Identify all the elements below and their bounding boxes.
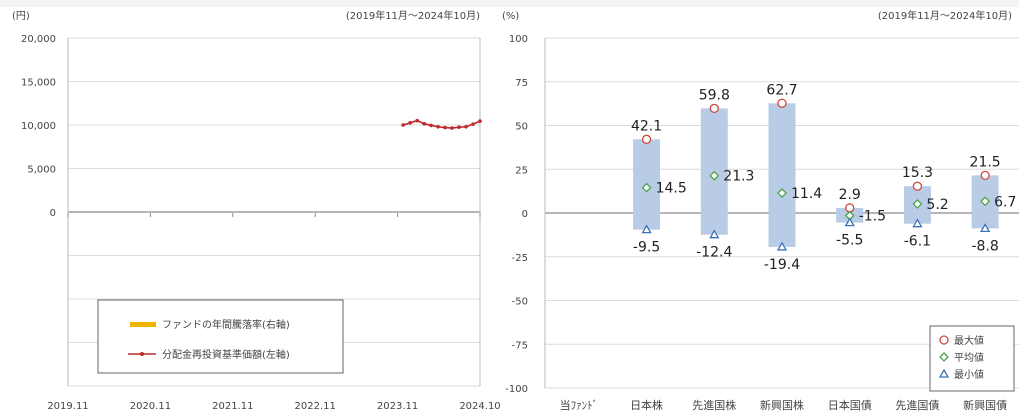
legend-avg-label: 平均値 xyxy=(954,351,984,364)
nav-line xyxy=(402,119,481,129)
right-xtick-label: 新興国債 xyxy=(963,398,1007,412)
right-ytick-label: -25 xyxy=(512,253,528,264)
legend-avg-marker xyxy=(939,352,949,362)
left-unit-label: (円) xyxy=(12,11,30,22)
min-marker xyxy=(709,229,720,239)
right-unit-label: (%) xyxy=(502,11,519,22)
right-ytick-label: 0 xyxy=(522,209,528,220)
max-marker xyxy=(709,103,719,113)
max-marker xyxy=(912,181,923,191)
nav-point xyxy=(443,125,447,130)
nav-point xyxy=(422,121,426,126)
min-marker xyxy=(776,241,788,251)
avg-value-label: 6.7 xyxy=(994,194,1016,210)
min-value-label: -12.4 xyxy=(696,245,732,261)
nav-point xyxy=(464,124,468,129)
nav-point xyxy=(415,118,419,123)
max-value-label: 2.9 xyxy=(839,187,861,203)
right-legend: 最大値 平均値 最小値 xyxy=(929,325,1015,392)
avg-value-label: -1.5 xyxy=(859,209,886,225)
right-xtick-label: 先進国債 xyxy=(895,398,939,412)
avg-value-label: 14.5 xyxy=(656,181,687,197)
right-ytick-label: 50 xyxy=(515,122,528,133)
avg-marker xyxy=(912,198,923,209)
min-marker xyxy=(641,224,652,234)
range-bar xyxy=(768,103,796,247)
max-value-label: 42.1 xyxy=(631,118,662,134)
left-xtick-label: 2019.11 xyxy=(47,401,88,412)
legend-min-marker xyxy=(938,368,950,378)
legend-label-fund-return: ファンドの年間騰落率(右軸) xyxy=(162,318,290,331)
left-xtick-label: 2021.11 xyxy=(212,401,253,412)
max-value-label: 62.7 xyxy=(766,82,797,98)
legend-max-marker xyxy=(939,335,949,345)
right-xtick-label: 日本株 xyxy=(630,398,663,412)
avg-value-label: 11.4 xyxy=(791,186,822,202)
right-ytick-label: -50 xyxy=(512,297,528,308)
right-ytick-label: -75 xyxy=(512,340,528,351)
left-period-label: (2019年11月～2024年10月) xyxy=(346,9,480,22)
avg-value-label: 21.3 xyxy=(723,169,754,185)
nav-point xyxy=(429,123,433,128)
nav-point xyxy=(450,126,454,130)
avg-marker xyxy=(709,170,720,181)
max-marker xyxy=(777,98,787,108)
left-line-chart: (円) (2019年11月～2024年10月) 20,000 15,000 10,0… xyxy=(12,9,501,412)
nav-point xyxy=(401,123,405,127)
left-xtick-label: 2024.10 xyxy=(459,401,500,412)
max-value-label: 59.8 xyxy=(699,87,730,103)
legend-swatch-nav-marker xyxy=(140,352,144,356)
min-marker xyxy=(980,223,991,233)
nav-point xyxy=(457,125,461,129)
left-ytick-label: 0 xyxy=(50,208,56,219)
legend-swatch-fund-return xyxy=(130,322,156,327)
left-ytick-label: 5,000 xyxy=(27,165,56,176)
min-value-label: -5.5 xyxy=(836,233,863,249)
right-ytick-label: 100 xyxy=(509,34,528,45)
nav-point xyxy=(408,121,412,125)
left-xtick-label: 2022.11 xyxy=(295,401,336,412)
left-xtick-label: 2020.11 xyxy=(130,401,171,412)
avg-value-label: 5.2 xyxy=(926,197,948,213)
left-xtick-label: 2023.11 xyxy=(377,401,418,412)
max-value-label: 15.3 xyxy=(902,165,933,181)
cropped-title-strip xyxy=(0,0,1019,7)
min-marker xyxy=(912,218,923,228)
nav-point xyxy=(471,122,475,126)
min-value-label: -6.1 xyxy=(904,234,931,250)
nav-point xyxy=(436,124,440,129)
left-ytick-label: 15,000 xyxy=(21,78,56,89)
right-xtick-label: 先進国株 xyxy=(692,398,736,412)
right-ytick-label: 25 xyxy=(515,165,528,176)
right-ytick-label: -100 xyxy=(505,384,528,395)
right-xtick-label: 新興国株 xyxy=(760,398,804,412)
right-xtick-label: 当ﾌｧﾝﾄﾞ xyxy=(560,398,599,412)
max-value-label: 21.5 xyxy=(970,154,1001,170)
min-value-label: -9.5 xyxy=(633,240,660,256)
avg-marker xyxy=(777,188,787,198)
left-ytick-label: 20,000 xyxy=(21,34,56,45)
right-period-label: (2019年11月～2024年10月) xyxy=(878,9,1012,22)
legend-min-label: 最小値 xyxy=(954,368,984,381)
right-range-chart: (%) (2019年11月～2024年10月) 100 75 50 25 0 -25 -50… xyxy=(502,9,1019,412)
legend-label-nav: 分配金再投資基準価額(左軸) xyxy=(162,348,290,361)
left-legend: ファンドの年間騰落率(右軸) 分配金再投資基準価額(左軸) xyxy=(97,299,344,374)
right-xtick-label: 日本国債 xyxy=(828,398,872,412)
legend-max-label: 最大値 xyxy=(954,334,984,347)
avg-marker xyxy=(980,196,991,207)
nav-point xyxy=(478,119,482,123)
min-value-label: -19.4 xyxy=(764,257,800,273)
min-value-label: -8.8 xyxy=(971,238,998,254)
max-marker xyxy=(980,170,990,181)
min-marker xyxy=(844,217,855,227)
left-legend-box xyxy=(97,299,344,374)
right-ytick-label: 75 xyxy=(515,78,528,89)
max-marker xyxy=(641,134,652,144)
avg-marker xyxy=(641,182,652,193)
left-ytick-label: 10,000 xyxy=(21,121,56,132)
